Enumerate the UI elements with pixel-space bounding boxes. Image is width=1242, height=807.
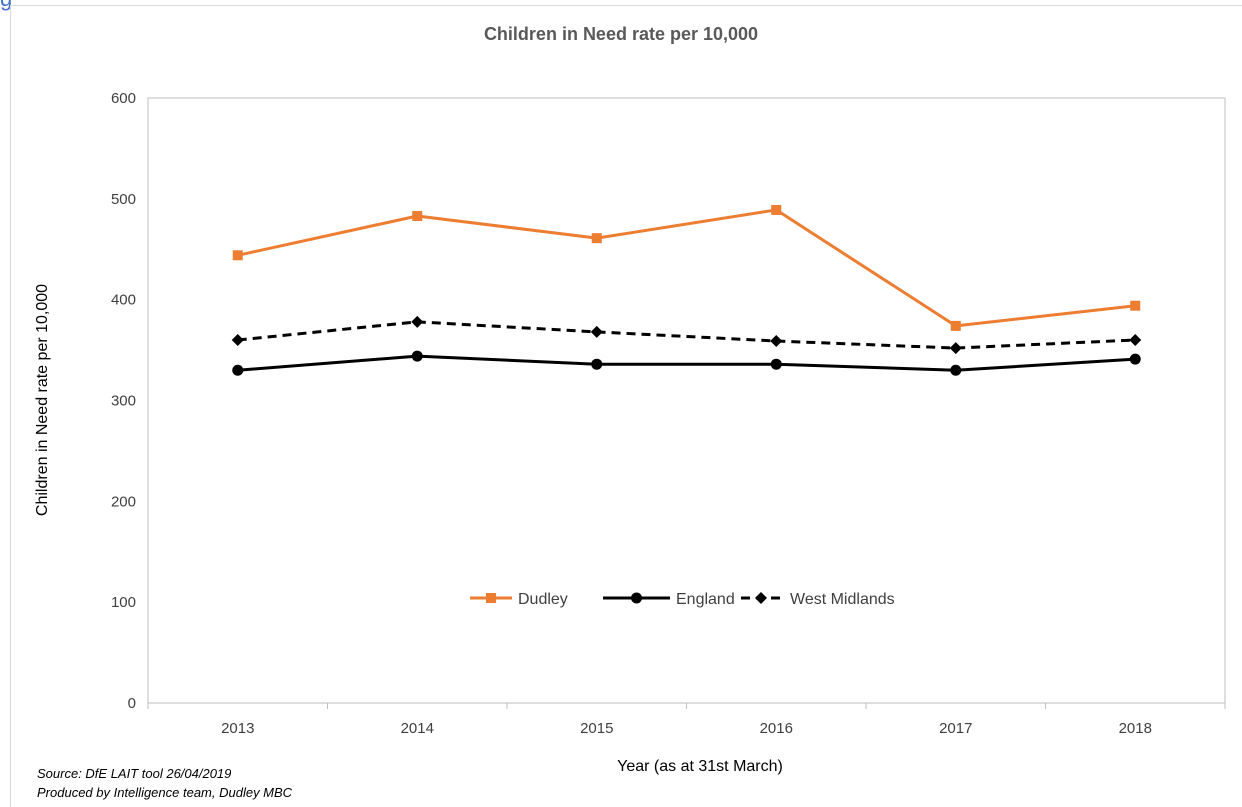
- west-midlands-point: [1129, 334, 1142, 346]
- legend-dudley-marker: [486, 593, 496, 603]
- x-tick-label: 2016: [760, 720, 793, 737]
- england-point: [950, 364, 962, 376]
- west-midlands-point: [770, 335, 783, 348]
- dudley-point: [412, 210, 423, 221]
- y-tick-label: 600: [111, 90, 136, 107]
- legend-west-midlands-marker: [755, 592, 767, 604]
- legend-england-marker: [631, 592, 642, 604]
- dudley-point: [771, 204, 782, 215]
- y-tick-label: 300: [111, 393, 136, 410]
- source-note: Source: DfE LAIT tool 26/04/2019: [37, 766, 232, 781]
- england-point: [591, 358, 603, 370]
- x-tick-label: 2013: [221, 720, 254, 737]
- england-point: [1129, 353, 1141, 365]
- y-tick-label: 500: [111, 191, 136, 208]
- dudley-point: [232, 250, 243, 261]
- england-point: [232, 364, 244, 376]
- legend-west-midlands-label: West Midlands: [790, 591, 895, 608]
- dudley-series-line: [237, 208, 1136, 328]
- plot-area: [147, 97, 1226, 704]
- x-tick-label: 2017: [939, 720, 972, 737]
- figure-caption-fragment: g: [0, 0, 12, 12]
- dudley-point: [1130, 300, 1141, 311]
- x-tick-label: 2014: [401, 720, 434, 737]
- x-axis-title: Year (as at 31st March): [617, 758, 783, 775]
- y-tick-label: 400: [111, 292, 136, 309]
- england-series-line: [237, 354, 1136, 372]
- legend-dudley-label: Dudley: [518, 591, 568, 608]
- x-tick-label: 2018: [1119, 720, 1152, 737]
- chart-title: Children in Need rate per 10,000: [483, 24, 759, 44]
- england-point: [770, 358, 782, 370]
- y-tick-label: 100: [111, 594, 136, 611]
- west-midlands-point: [411, 315, 424, 328]
- producer-note: Produced by Intelligence team, Dudley MB…: [37, 785, 293, 800]
- west-midlands-point: [231, 334, 244, 346]
- west-midlands-series-line: [237, 320, 1136, 350]
- england-point: [411, 350, 423, 362]
- x-tick-label: 2015: [580, 720, 613, 737]
- dudley-point: [591, 233, 602, 244]
- chart-area: [10, 5, 1242, 807]
- y-tick-label: 200: [111, 493, 136, 510]
- west-midlands-point: [949, 342, 962, 355]
- y-tick-label: 0: [128, 695, 136, 712]
- dudley-point: [950, 320, 961, 331]
- legend-england-label: England: [676, 591, 735, 608]
- west-midlands-point: [590, 325, 603, 338]
